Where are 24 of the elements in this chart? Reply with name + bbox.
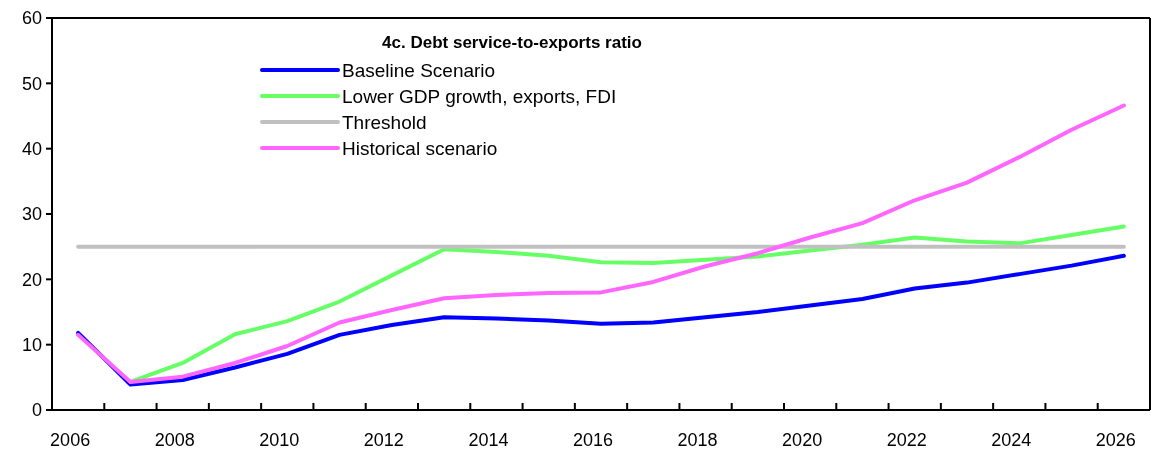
y-tick-label: 60: [21, 8, 42, 29]
x-tick-label: 2022: [886, 430, 927, 450]
x-tick-label: 2016: [572, 430, 614, 450]
y-tick-label: 40: [21, 138, 42, 159]
legend-label: Threshold: [342, 111, 427, 133]
y-tick-label: 0: [31, 400, 42, 421]
legend-label: Baseline Scenario: [342, 59, 496, 81]
x-tick-label: 2006: [50, 430, 91, 450]
y-tick-label: 30: [21, 204, 42, 225]
legend-label: Lower GDP growth, exports, FDI: [342, 85, 617, 107]
x-tick-label: 2014: [468, 430, 509, 450]
y-tick-label: 10: [21, 334, 42, 355]
x-tick-label: 2020: [782, 430, 823, 450]
x-tick-label: 2012: [363, 430, 404, 450]
legend-label: Historical scenario: [342, 137, 498, 159]
x-tick-label: 2010: [259, 430, 300, 450]
line-series: [76, 253, 1126, 387]
x-tick-label: 2018: [677, 430, 718, 450]
text: 4c. Debt service-to-exports ratio: [382, 33, 642, 52]
x-tick-label: 2026: [1095, 430, 1136, 450]
y-tick-label: 50: [21, 73, 42, 94]
y-tick-label: 20: [21, 269, 42, 290]
x-tick-label: 2024: [991, 430, 1032, 450]
x-tick-label: 2008: [154, 430, 195, 450]
